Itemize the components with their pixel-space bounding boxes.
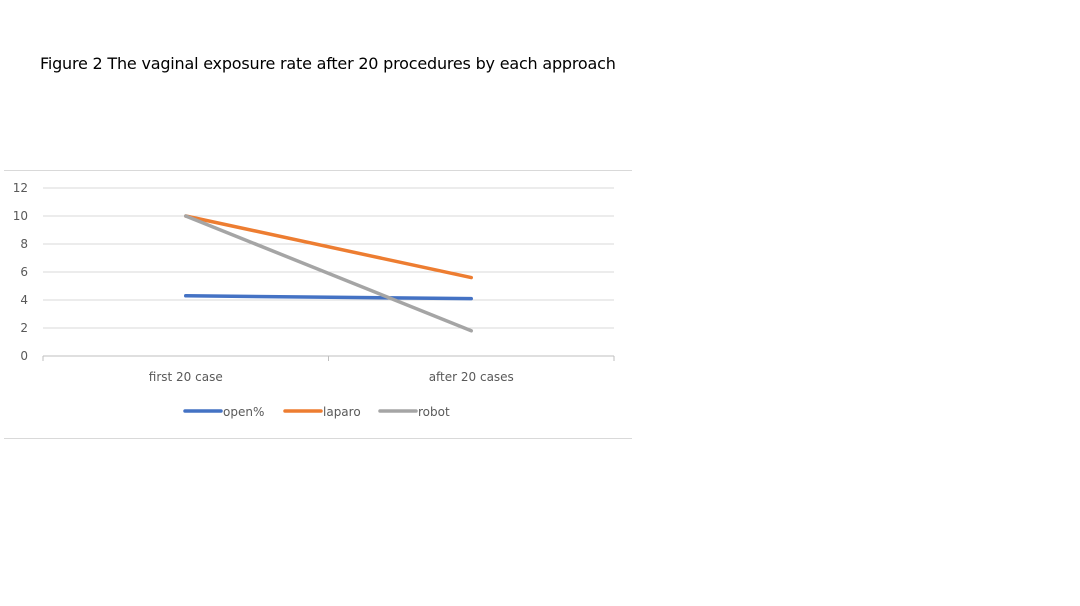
y-tick-label: 10: [13, 209, 28, 223]
series-lines: [184, 214, 473, 333]
x-tick-label: after 20 cases: [429, 370, 514, 384]
y-tick-label: 0: [20, 349, 28, 363]
legend-label: robot: [418, 405, 450, 419]
series-line-2: [184, 214, 473, 280]
y-tick-label: 6: [20, 265, 28, 279]
gridlines: [43, 187, 614, 329]
series-line-1: [184, 294, 473, 301]
chart-area: [4, 170, 632, 439]
series-line-3: [184, 214, 473, 333]
legend: open% laparo robot: [183, 405, 450, 419]
y-tick-label: 4: [20, 293, 28, 307]
legend-label: laparo: [323, 405, 361, 419]
axes: 0 2 4 6 8 10 12 first 20 case after 20 cases: [13, 181, 615, 384]
y-tick-label: 12: [13, 181, 28, 195]
legend-label: open%: [223, 405, 264, 419]
y-tick-label: 8: [20, 237, 28, 251]
y-tick-label: 2: [20, 321, 28, 335]
x-tick-label: first 20 case: [149, 370, 223, 384]
figure-caption: Figure 2 The vaginal exposure rate after…: [40, 54, 616, 73]
